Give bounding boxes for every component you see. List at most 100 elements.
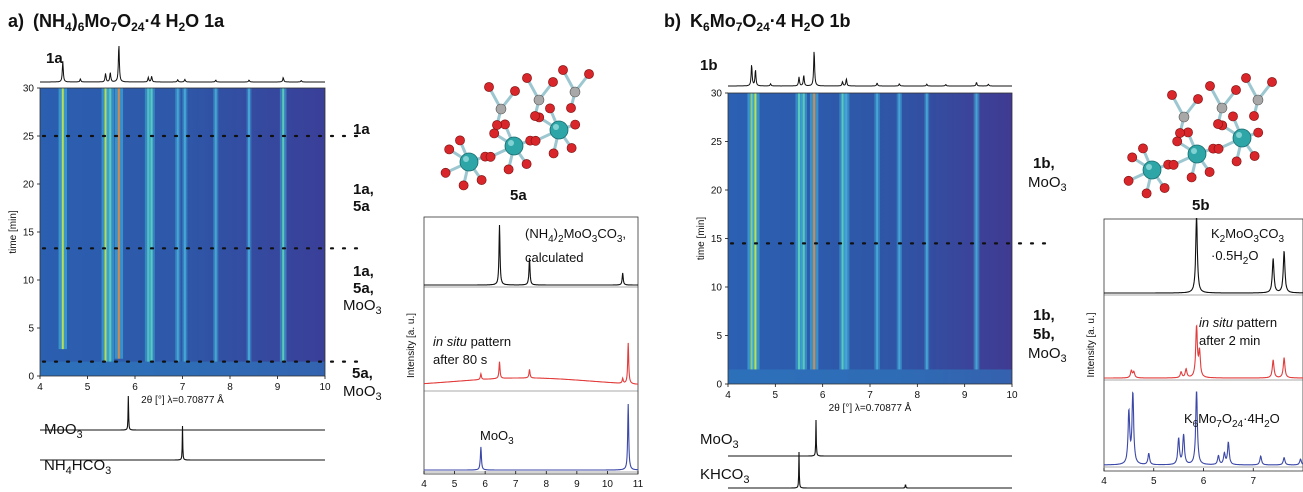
x-axis-label: 2θ [°] λ=0.70877 Å [829,401,912,414]
x-tick-label: 5 [773,390,779,401]
y-axis-label: time [min] [696,217,707,261]
panel-a-heatmap: 4 5 6 7 8 9 10 0 5 10 15 20 25 30 2θ [°] λ=0.70877 Å ti… [8,84,367,406]
molybdenum-atom [1187,144,1207,164]
panel-b-stage-labels: 1b, MoO3 1b, 5b, MoO3 [1028,155,1067,365]
atom-highlight [1146,164,1152,170]
panel-b-heatmap: 4 5 6 7 8 9 10 0 5 10 15 20 25 30 2θ [°] λ=0.70877 Å ti… [696,89,1054,414]
oxygen-atom [548,77,558,87]
panel-a-reference-traces [40,395,325,461]
oxygen-atom [1231,156,1242,167]
molybdenum-atom [1232,128,1252,148]
oxygen-atom [1127,152,1138,163]
oxygen-atom [484,82,494,92]
oxygen-atom [1175,128,1185,138]
xrd-trace-0 [424,224,638,286]
oxygen-atom [1249,111,1259,121]
reflection-line [813,93,816,370]
atom-highlight [1236,132,1242,138]
reflection-line [282,88,285,362]
xrd-x-tick-label: 4 [1101,476,1107,487]
x-tick-label: 6 [132,382,138,393]
reflection-line [975,93,978,370]
xrd-x-tick-label: 6 [482,479,488,490]
reflection-line [117,88,120,359]
oxygen-atom [1241,73,1251,83]
molybdenum-atom [549,120,569,140]
xrd-trace-1 [1104,324,1303,379]
y-tick-label: 25 [711,137,723,148]
xrd-frame [423,216,639,475]
carbon-atom [1216,102,1228,114]
xrd-x-tick-label: 10 [602,479,614,490]
xrd-frame [1103,218,1303,472]
oxygen-atom [458,180,469,191]
xrd-trace-0 [1104,217,1303,294]
atom-highlight [463,156,469,162]
oxygen-atom [440,167,451,178]
molybdenum-atom [459,152,479,172]
y-tick-label: 25 [23,132,35,143]
y-tick-label: 15 [711,234,723,245]
heatmap-early-band [728,369,1012,384]
panel-b: b) K6Mo7O24·4 H2O 1b 1b 4 5 6 7 8 9 10 0 5 10 15 20… [664,11,1303,489]
xrd-trace-1 [424,342,639,385]
xrd-b-label-after: after 2 min [1199,333,1260,348]
reflection-line [798,93,800,370]
ref-label-nh4hco3: NH4HCO3 [44,457,111,477]
oxygen-atom [1231,85,1241,95]
oxygen-atom [530,135,541,146]
y-tick-label: 0 [716,380,722,391]
reflection-line [925,93,928,370]
ref-trace-2 [40,425,325,461]
x-tick-label: 7 [867,390,873,401]
oxygen-atom [548,148,559,159]
xrd-a-label-after: after 80 s [433,352,488,367]
structure-5a [440,65,594,191]
stage-label-1a: 1a [353,121,370,138]
reflection-line [841,93,844,370]
oxygen-atom [1213,143,1224,154]
molybdenum-atom [1142,160,1162,180]
xrd-x-tick-label: 5 [1151,476,1157,487]
xrd-a-label-calculated: calculated [525,250,584,265]
xrd-x-tick-label: 7 [513,479,519,490]
y-axis-label: time [min] [8,210,19,254]
ref-label-khco3: KHCO3 [700,466,749,486]
reflection-line [248,88,250,362]
xrd-y-axis-label: Intensity [a. u.] [1086,312,1097,377]
xrd-b-label-calc: K2MoO3CO3 [1211,226,1284,245]
oxygen-atom [1205,81,1215,91]
carbon-atom [1252,94,1264,106]
y-tick-label: 0 [28,372,34,383]
xrd-a-label-moo3: MoO3 [480,428,514,447]
y-tick-label: 30 [711,89,723,100]
oxygen-atom [558,65,568,75]
stage-label-1b-5b-moo3: 1b, 5b, MoO3 [1028,307,1067,365]
structure-5b [1123,73,1277,199]
reflection-line [214,88,217,362]
oxygen-atom [1204,167,1215,177]
y-tick-label: 10 [711,283,723,294]
stage-label-1b-moo3: 1b, MoO3 [1028,155,1067,194]
x-axis-label: 2θ [°] λ=0.70877 Å [141,393,224,406]
oxygen-atom [1123,175,1134,186]
y-tick-label: 5 [716,331,722,342]
y-tick-label: 30 [23,84,35,95]
oxygen-atom [1186,172,1197,183]
x-tick-label: 10 [1006,390,1018,401]
panel-a-xrd-plot: 45678910112θ [°]Intensity [a. u.] [406,216,644,490]
x-tick-label: 4 [37,382,43,393]
molybdenum-atom [504,136,524,156]
oxygen-atom [1228,111,1238,122]
panel-a-xrd-labels: (NH4)2MoO3CO3, calculated in situ patter… [433,226,626,447]
oxygen-atom [566,103,576,113]
xrd-x-tick-label: 11 [633,479,644,490]
oxygen-atom [1168,159,1179,170]
x-tick-label: 9 [962,390,968,401]
panel-b-xrd-labels: K2MoO3CO3 ·0.5H2O in situ pattern after … [1184,226,1284,430]
heatmap-background [728,93,1012,384]
structure-label-5b: 5b [1192,197,1210,214]
xrd-x-tick-label: 4 [421,479,427,490]
xrd-x-tick-label: 6 [1201,476,1207,487]
